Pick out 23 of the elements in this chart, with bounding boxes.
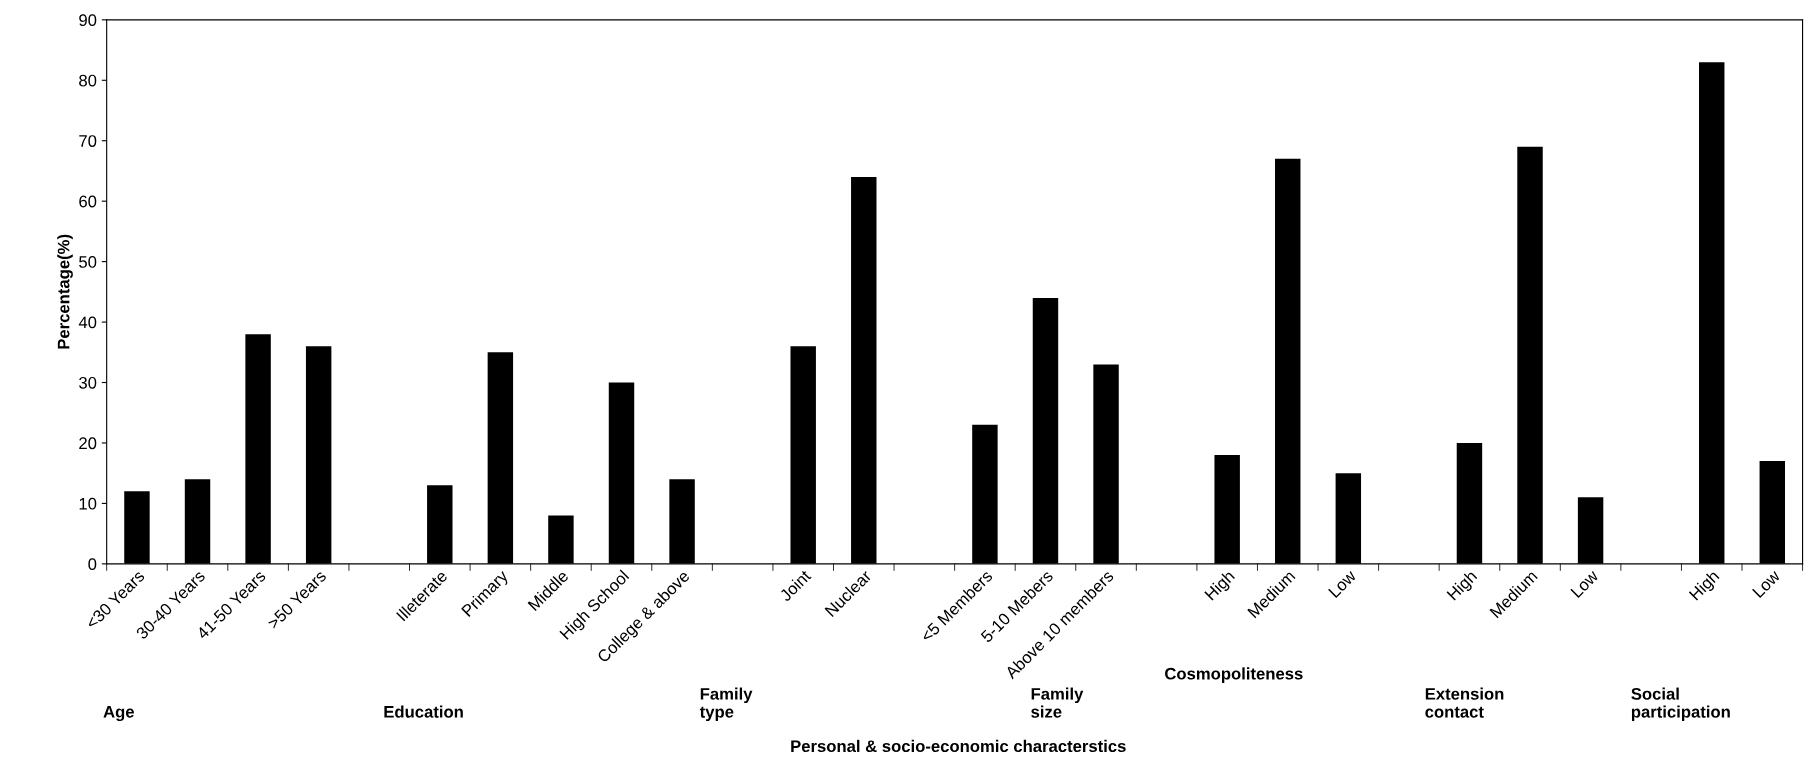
text: Family type	[699, 687, 753, 722]
y-tick-label: 20	[79, 437, 97, 450]
y-tick-label: 50	[79, 256, 97, 268]
y-tick-label: 70	[79, 135, 97, 147]
x-tick-label: Low	[1752, 569, 1781, 599]
text: Education	[384, 705, 463, 718]
y-tick-label: 10	[79, 497, 97, 510]
x-tick-label: High	[1688, 569, 1722, 603]
x-tick-label: Low	[1570, 569, 1600, 599]
y-axis-title: Percentage(%)	[57, 234, 73, 349]
y-tick-label: 90	[79, 14, 97, 27]
y-tick-label: 30	[79, 376, 97, 389]
x-axis-title: Personal & socio-economic characterstics	[791, 739, 1126, 753]
text: Extension contact	[1425, 687, 1504, 718]
text: Age	[103, 706, 134, 722]
y-tick-label: 0	[88, 558, 97, 571]
text: Cosmopoliteness	[1165, 667, 1303, 683]
text: Family size	[1031, 687, 1084, 718]
y-tick-label: 80	[79, 74, 97, 87]
y-tick-label: 60	[79, 195, 97, 208]
text: Social participation	[1631, 687, 1730, 722]
x-tick-label: Low	[1328, 569, 1357, 599]
y-tick-label: 40	[78, 316, 97, 329]
